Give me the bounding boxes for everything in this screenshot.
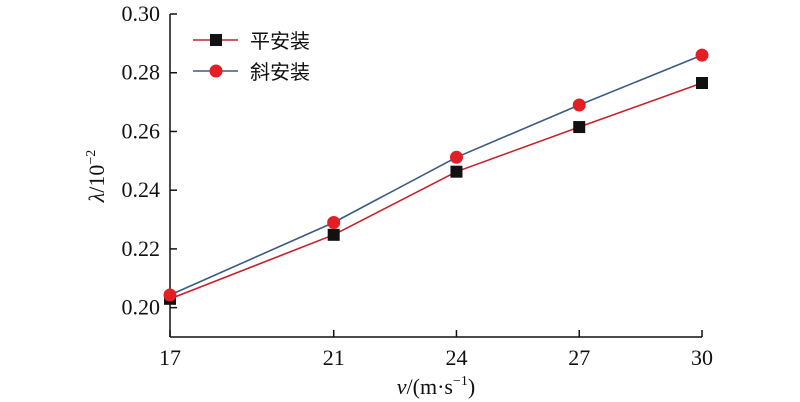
ticks: 0.20 0.22 0.24 0.26 0.28 0.30 17 21 24 27 30 [122,1,714,370]
data-point-series-1 [573,121,586,134]
data-point-series-2 [449,150,463,164]
data-point-series-2 [572,98,586,112]
y-tick-label: 0.24 [122,177,161,202]
data-point-series-1 [327,228,340,241]
x-tick-label: 17 [159,345,181,370]
x-axis-exp: −1 [453,374,468,389]
data-point-series-1 [696,77,708,90]
y-tick-label: 0.28 [122,60,161,85]
y-axis-unit: /10 [84,165,109,193]
x-axis-var: v [397,374,407,399]
legend-marker-series-2 [209,64,223,78]
x-axis-close: ) [468,374,475,399]
x-axis-unit: /(m·s [407,374,453,399]
series-line-2 [169,54,703,296]
data-point-series-2 [327,215,341,229]
y-axis-title: λ/10−2 [84,150,109,204]
legend-label-series-2: 斜安装 [250,60,310,84]
series-layer [163,48,709,305]
legend-label-series-1: 平安装 [250,29,310,53]
data-point-series-2 [695,48,709,62]
y-tick-label: 0.30 [122,1,161,26]
legend-marker-series-1 [210,34,222,46]
x-tick-label: 27 [568,345,590,370]
y-tick-label: 0.22 [122,236,161,261]
x-tick-label: 24 [445,345,467,370]
x-tick-label: 30 [691,345,713,370]
data-point-series-2 [163,288,177,302]
x-axis-title: v/(m·s−1) [397,374,475,399]
legend: 平安装 斜安装 [193,29,310,84]
series-line-1 [169,82,703,300]
y-tick-label: 0.20 [122,295,161,320]
data-point-series-1 [450,165,463,178]
x-tick-label: 21 [323,345,345,370]
y-axis-var: λ [84,193,109,204]
y-tick-label: 0.26 [122,118,161,143]
axes [169,14,702,338]
y-axis-exp: −2 [84,150,99,165]
